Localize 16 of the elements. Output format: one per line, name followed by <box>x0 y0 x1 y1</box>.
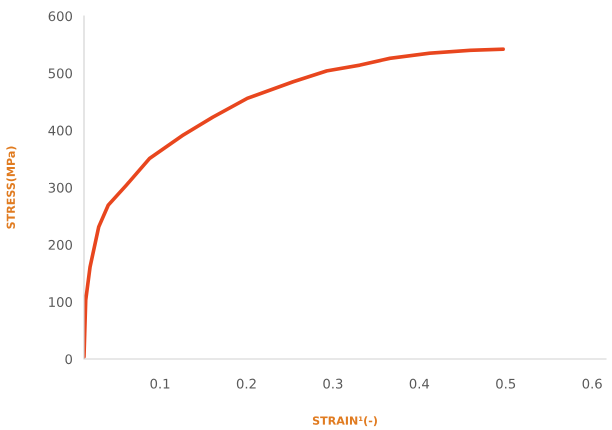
y-tick-label: 300 <box>48 182 72 193</box>
y-axis-title: STRESS(MPa) <box>6 146 16 229</box>
x-tick-label: 0.4 <box>410 378 430 389</box>
x-tick-label: 0.5 <box>496 378 516 389</box>
y-tick-label: 200 <box>48 240 72 250</box>
y-tick-label: 600 <box>48 11 72 22</box>
y-tick-label: 100 <box>49 297 72 308</box>
x-tick-label: 0.3 <box>323 378 342 389</box>
y-tick-label: 0 <box>65 354 72 364</box>
x-axis-title: STRAIN¹(-) <box>312 416 377 426</box>
x-tick-label: 0.2 <box>236 378 256 389</box>
y-tick-label: 400 <box>48 126 72 136</box>
y-tick-label: 500 <box>48 68 72 78</box>
x-tick-label: 0.1 <box>150 378 170 389</box>
line-series <box>84 47 505 359</box>
x-tick-label: 0.6 <box>582 378 602 389</box>
